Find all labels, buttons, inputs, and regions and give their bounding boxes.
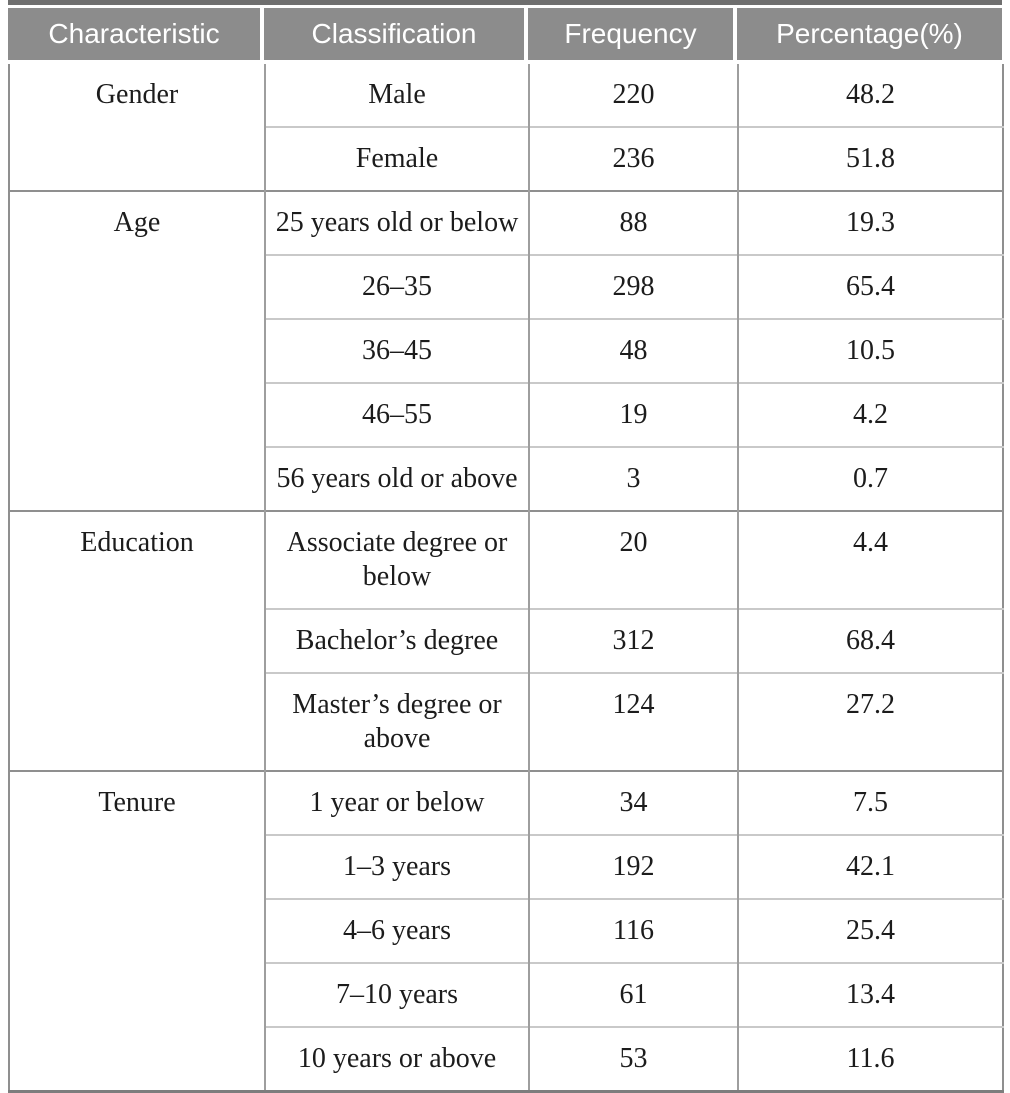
- classification-cell: 4–6 years: [265, 898, 529, 963]
- table-row: Female 236 51.8: [9, 126, 1003, 191]
- percentage-cell: 51.8: [737, 126, 1003, 191]
- classification-cell: 7–10 years: [265, 962, 529, 1027]
- table-row: 10 years or above 53 11.6: [9, 1026, 1003, 1092]
- frequency-cell: 34: [528, 770, 738, 835]
- table-header-row: Characteristic Classification Frequency …: [8, 8, 1002, 60]
- frequency-cell: 298: [528, 254, 738, 319]
- table-row: Age 25 years old or below 88 19.3: [9, 190, 1003, 511]
- percentage-cell: 42.1: [737, 834, 1003, 899]
- frequency-cell: 61: [528, 962, 738, 1027]
- header-cell-percentage: Percentage(%): [737, 8, 1002, 60]
- percentage-cell: 13.4: [737, 962, 1003, 1027]
- table-row: 36–45 48 10.5: [9, 318, 1003, 383]
- table-row: 46–55 19 4.2: [9, 382, 1003, 447]
- percentage-cell: 48.2: [737, 64, 1003, 127]
- characteristic-cell: Education: [9, 510, 266, 771]
- header-cell-classification: Classification: [264, 8, 528, 60]
- table-row: 7–10 years 61 13.4: [9, 962, 1003, 1027]
- frequency-cell: 19: [528, 382, 738, 447]
- frequency-cell: 236: [528, 126, 738, 191]
- classification-cell: Associate degree or below: [264, 510, 529, 609]
- header-cell-frequency: Frequency: [528, 8, 737, 60]
- classification-cell: 46–55: [265, 382, 529, 447]
- table-row: Bachelor’s degree 312 68.4: [9, 608, 1003, 673]
- frequency-cell: 124: [528, 672, 738, 771]
- table-row: 4–6 years 116 25.4: [9, 898, 1003, 963]
- frequency-cell: 53: [528, 1026, 738, 1092]
- percentage-cell: 11.6: [737, 1026, 1003, 1092]
- frequency-cell: 116: [528, 898, 738, 963]
- classification-cell: 56 years old or above: [265, 446, 529, 511]
- percentage-cell: 0.7: [737, 446, 1003, 511]
- classification-cell: 10 years or above: [265, 1026, 529, 1092]
- table-row: Master’s degree or above 124 27.2: [9, 672, 1003, 771]
- classification-cell: 36–45: [265, 318, 529, 383]
- percentage-cell: 27.2: [737, 672, 1003, 771]
- table-row: 1–3 years 192 42.1: [9, 834, 1003, 899]
- frequency-cell: 20: [528, 510, 738, 609]
- classification-cell: Female: [265, 126, 529, 191]
- frequency-cell: 312: [528, 608, 738, 673]
- table-row: Gender Male 220 48.2: [9, 64, 1003, 191]
- table-row: Education Associate degree or below 20 4…: [9, 510, 1003, 771]
- frequency-cell: 220: [528, 64, 738, 127]
- frequency-cell: 3: [528, 446, 738, 511]
- table-row: Tenure 1 year or below 34 7.5: [9, 770, 1003, 1092]
- percentage-cell: 19.3: [737, 190, 1003, 255]
- table-row: 56 years old or above 3 0.7: [9, 446, 1003, 511]
- classification-cell: Bachelor’s degree: [265, 608, 529, 673]
- percentage-cell: 4.4: [737, 510, 1003, 609]
- percentage-cell: 25.4: [737, 898, 1003, 963]
- table-row: 26–35 298 65.4: [9, 254, 1003, 319]
- percentage-cell: 7.5: [737, 770, 1003, 835]
- characteristic-cell: Gender: [9, 64, 266, 191]
- classification-cell: 1–3 years: [265, 834, 529, 899]
- characteristic-cell: Age: [9, 190, 266, 511]
- characteristic-cell: Tenure: [9, 770, 266, 1092]
- classification-cell: Master’s degree or above: [265, 672, 529, 771]
- demographics-table: Characteristic Classification Frequency …: [8, 0, 1004, 1093]
- frequency-cell: 192: [528, 834, 738, 899]
- classification-cell: 26–35: [265, 254, 529, 319]
- table-body: Gender Male 220 48.2 Female 236 51.8 Age…: [8, 64, 1004, 1093]
- classification-cell: 25 years old or below: [264, 190, 529, 255]
- frequency-cell: 88: [528, 190, 738, 255]
- percentage-cell: 10.5: [737, 318, 1003, 383]
- frequency-cell: 48: [528, 318, 738, 383]
- table-top-rule: [8, 0, 1002, 5]
- classification-cell: 1 year or below: [264, 770, 529, 835]
- percentage-cell: 65.4: [737, 254, 1003, 319]
- percentage-cell: 4.2: [737, 382, 1003, 447]
- header-cell-characteristic: Characteristic: [8, 8, 264, 60]
- percentage-cell: 68.4: [737, 608, 1003, 673]
- classification-cell: Male: [264, 64, 529, 127]
